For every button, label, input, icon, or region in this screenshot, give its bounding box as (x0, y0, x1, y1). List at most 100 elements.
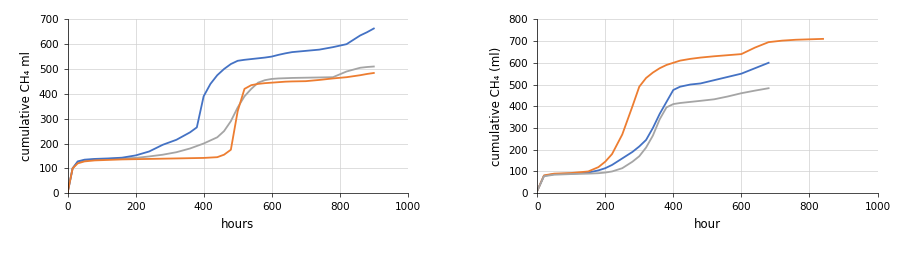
seed + goat + whey 10 (593, 169, 604, 172)
seed + goat + whey (12) (599, 171, 610, 174)
seed + goat + whey (12) (549, 173, 560, 176)
seed + whey 6 (341, 76, 352, 79)
seed + whey 5 (130, 154, 141, 157)
seed + whey 6 (266, 81, 277, 84)
seed + goat + whey 10 (607, 163, 617, 167)
seed + goat + whey (12) (647, 134, 658, 137)
seed + goat + whey 10 (685, 83, 696, 86)
seed + goat + whey (11) (668, 61, 679, 64)
seed + whey 6 (158, 157, 168, 160)
seed + goat + whey (11) (599, 160, 610, 163)
seed + whey 5 (171, 138, 182, 142)
seed + goat + whey (11) (627, 105, 638, 108)
seed + whey 5 (246, 57, 256, 61)
seed + whey 4 (239, 95, 250, 98)
seed + whey 5 (273, 53, 284, 57)
seed + goat + whey (11) (817, 37, 828, 41)
seed + whey 5 (198, 95, 209, 98)
Line: seed + whey 5: seed + whey 5 (68, 28, 374, 193)
seed + goat + whey 10 (763, 61, 774, 64)
seed + whey 5 (368, 27, 379, 30)
seed + whey 4 (79, 159, 90, 162)
seed + whey 4 (219, 129, 230, 133)
seed + goat + whey 10 (634, 145, 644, 148)
seed + whey 5 (314, 48, 325, 51)
seed + whey 4 (68, 167, 78, 170)
seed + whey 6 (328, 77, 338, 80)
seed + goat + whey (11) (804, 38, 814, 41)
seed + goat + whey (11) (695, 56, 706, 59)
seed + goat + whey 10 (566, 172, 577, 175)
seed + goat + whey 10 (532, 189, 543, 193)
seed + whey 6 (68, 167, 78, 170)
seed + goat + whey (12) (532, 189, 543, 193)
seed + goat + whey 10 (627, 150, 638, 153)
seed + whey 4 (171, 151, 182, 154)
seed + goat + whey (12) (593, 172, 604, 175)
seed + goat + whey 10 (736, 72, 747, 75)
seed + goat + whey (11) (736, 52, 747, 56)
seed + whey 4 (144, 155, 155, 158)
seed + whey 4 (72, 161, 83, 164)
seed + whey 6 (239, 87, 250, 91)
seed + whey 4 (280, 76, 291, 80)
seed + goat + whey (11) (549, 172, 560, 175)
seed + goat + whey 10 (750, 67, 760, 70)
seed + whey 5 (79, 158, 90, 161)
seed + goat + whey (11) (593, 166, 604, 169)
seed + goat + whey (11) (634, 85, 644, 88)
seed + goat + whey 10 (662, 100, 672, 104)
seed + goat + whey 10 (695, 82, 706, 85)
seed + goat + whey (11) (750, 46, 760, 49)
seed + whey 4 (117, 157, 128, 160)
seed + whey 5 (328, 46, 338, 49)
seed + whey 5 (362, 31, 373, 34)
seed + whey 6 (219, 153, 230, 156)
seed + goat + whey (11) (583, 170, 594, 173)
seed + whey 4 (368, 65, 379, 68)
seed + whey 6 (89, 159, 100, 162)
seed + goat + whey 10 (583, 171, 594, 174)
seed + goat + whey 10 (708, 78, 719, 82)
seed + whey 5 (253, 57, 264, 60)
seed + whey 4 (266, 77, 277, 81)
seed + whey 5 (103, 157, 113, 160)
seed + whey 4 (62, 192, 73, 195)
X-axis label: hour: hour (694, 218, 721, 231)
seed + whey 5 (212, 73, 222, 77)
seed + whey 6 (62, 192, 73, 195)
seed + whey 4 (212, 136, 222, 139)
seed + whey 4 (355, 66, 365, 69)
seed + whey 6 (144, 157, 155, 161)
seed + goat + whey (11) (675, 59, 686, 62)
seed + whey 5 (158, 143, 168, 146)
seed + whey 6 (314, 78, 325, 82)
seed + whey 5 (301, 49, 311, 52)
Y-axis label: cumulative CH₄ (ml): cumulative CH₄ (ml) (490, 47, 503, 166)
seed + whey 4 (158, 153, 168, 156)
seed + goat + whey (11) (723, 54, 734, 57)
seed + goat + whey (11) (777, 39, 788, 42)
seed + goat + whey (12) (607, 170, 617, 173)
seed + whey 6 (362, 72, 373, 76)
seed + goat + whey 10 (647, 126, 658, 130)
seed + goat + whey 10 (599, 166, 610, 170)
seed + goat + whey (11) (532, 189, 543, 193)
seed + whey 5 (89, 157, 100, 161)
seed + goat + whey (11) (538, 174, 549, 177)
seed + whey 5 (280, 52, 291, 55)
X-axis label: hours: hours (221, 218, 255, 231)
seed + whey 6 (301, 79, 311, 83)
seed + whey 4 (130, 156, 141, 160)
seed + whey 4 (89, 158, 100, 161)
seed + goat + whey (11) (641, 76, 652, 80)
Y-axis label: cumulative CH₄ ml: cumulative CH₄ ml (21, 51, 33, 161)
seed + whey 4 (362, 65, 373, 69)
seed + whey 6 (246, 83, 256, 87)
seed + whey 4 (301, 76, 311, 79)
Line: seed + whey 6: seed + whey 6 (68, 73, 374, 193)
seed + whey 6 (103, 158, 113, 161)
seed + whey 6 (79, 160, 90, 163)
seed + whey 5 (259, 56, 270, 59)
seed + goat + whey 10 (654, 112, 665, 116)
